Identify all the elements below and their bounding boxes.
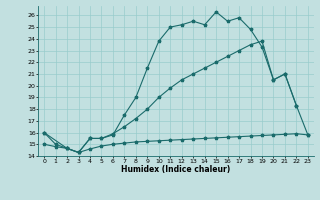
X-axis label: Humidex (Indice chaleur): Humidex (Indice chaleur) xyxy=(121,165,231,174)
